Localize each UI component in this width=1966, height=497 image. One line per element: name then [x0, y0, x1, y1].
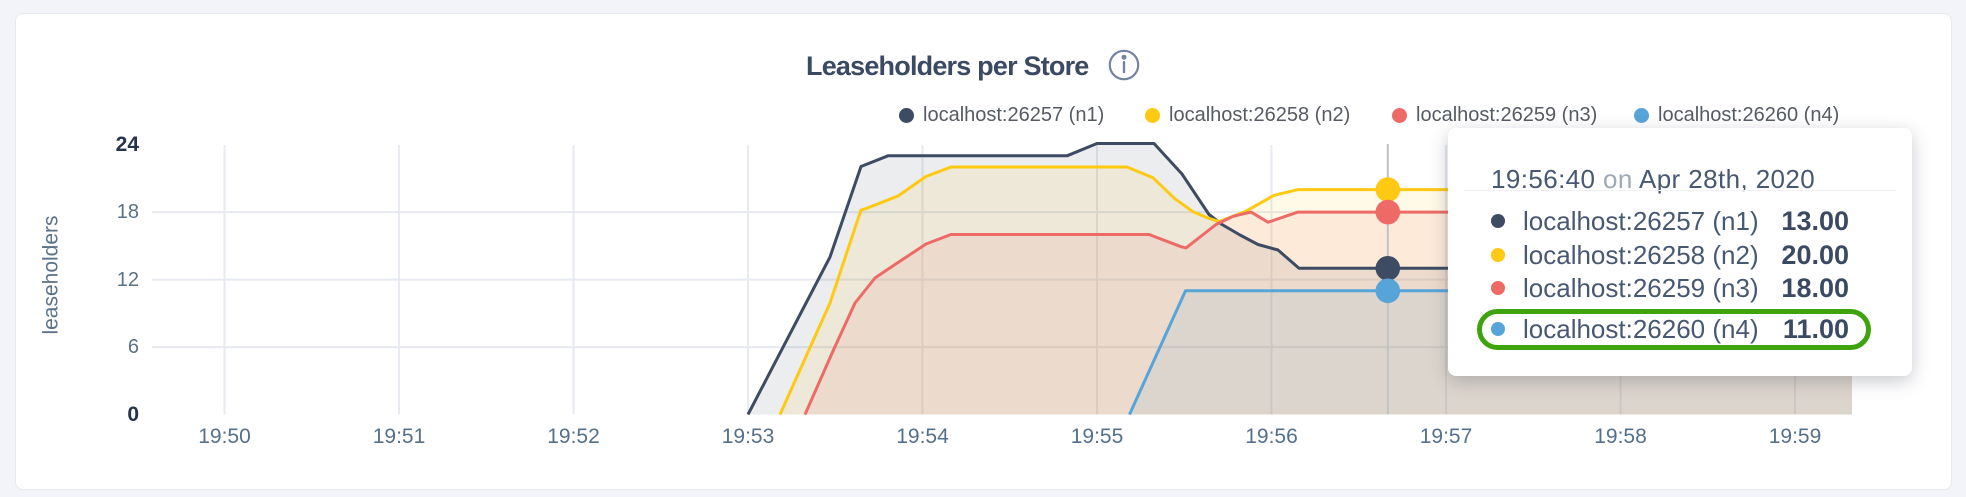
svg-text:19:54: 19:54 — [896, 425, 949, 448]
svg-text:19:51: 19:51 — [373, 425, 426, 448]
svg-text:leaseholders: leaseholders — [40, 215, 63, 334]
svg-text:19:58: 19:58 — [1594, 425, 1647, 448]
svg-text:0: 0 — [127, 403, 139, 426]
svg-text:19:50: 19:50 — [198, 425, 251, 448]
svg-text:19:57: 19:57 — [1420, 425, 1473, 448]
svg-text:18: 18 — [117, 201, 139, 223]
svg-text:19:55: 19:55 — [1071, 425, 1124, 448]
svg-text:19:56: 19:56 — [1245, 425, 1298, 448]
svg-text:12: 12 — [117, 269, 139, 291]
svg-text:19:53: 19:53 — [722, 425, 775, 448]
svg-text:6: 6 — [128, 336, 139, 358]
svg-text:19:52: 19:52 — [547, 425, 600, 448]
svg-text:24: 24 — [116, 133, 140, 156]
svg-text:19:59: 19:59 — [1769, 425, 1822, 448]
